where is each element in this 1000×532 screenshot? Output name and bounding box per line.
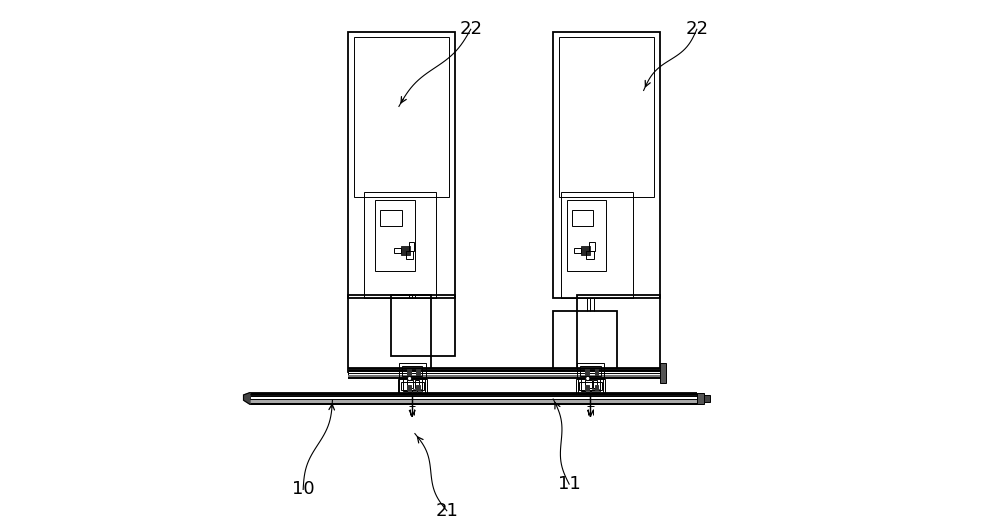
Bar [574, 248, 581, 253]
Bar [250, 393, 697, 396]
Text: 10: 10 [292, 480, 314, 498]
Bar [581, 375, 600, 391]
Bar [593, 380, 597, 388]
Bar [375, 200, 415, 271]
Bar [585, 369, 589, 375]
Bar [559, 37, 654, 197]
Bar [250, 403, 697, 404]
Bar [595, 385, 598, 390]
Bar [250, 396, 697, 400]
Bar [579, 382, 602, 390]
Bar [416, 385, 420, 390]
Bar [581, 246, 590, 255]
Bar [348, 375, 660, 378]
Bar [403, 375, 422, 391]
Text: 22: 22 [459, 20, 482, 38]
Bar [407, 380, 413, 388]
Bar [704, 395, 710, 402]
Bar [399, 363, 426, 378]
Bar [406, 251, 413, 259]
Bar [408, 389, 411, 393]
Bar [415, 380, 419, 388]
Bar [578, 372, 603, 394]
Bar [250, 400, 697, 403]
Bar [576, 379, 605, 393]
Bar [407, 385, 411, 390]
Bar [697, 393, 704, 404]
Bar [354, 37, 449, 197]
Bar [592, 389, 595, 393]
Bar [595, 369, 598, 375]
Circle shape [407, 377, 412, 380]
Bar [418, 389, 421, 393]
Bar [348, 371, 660, 375]
Circle shape [586, 377, 590, 380]
Bar [553, 311, 617, 372]
Bar [580, 366, 601, 376]
Bar [553, 32, 660, 298]
Bar [561, 192, 633, 298]
Bar [566, 200, 606, 271]
Bar [391, 295, 455, 356]
Bar [596, 389, 599, 393]
Bar [577, 295, 660, 372]
Text: 22: 22 [685, 20, 708, 38]
Bar [348, 32, 455, 298]
Bar [398, 379, 427, 393]
Bar [401, 246, 410, 255]
Bar [585, 380, 592, 388]
Bar [394, 248, 401, 253]
Bar [586, 389, 589, 393]
Text: 21: 21 [435, 502, 458, 520]
Bar [348, 368, 660, 371]
Bar [413, 389, 416, 393]
Bar [399, 372, 425, 394]
Bar [407, 369, 411, 375]
Bar [586, 251, 594, 259]
Bar [572, 210, 593, 226]
Bar [380, 210, 402, 226]
Bar [577, 363, 604, 378]
Polygon shape [244, 393, 250, 404]
Bar [364, 192, 436, 298]
Bar [589, 242, 595, 251]
Bar [660, 363, 666, 383]
Bar [402, 366, 422, 376]
Bar [401, 382, 424, 390]
Bar [348, 295, 431, 372]
Bar [585, 385, 589, 390]
Bar [409, 242, 414, 251]
Bar [416, 369, 420, 375]
Text: 11: 11 [558, 475, 581, 493]
